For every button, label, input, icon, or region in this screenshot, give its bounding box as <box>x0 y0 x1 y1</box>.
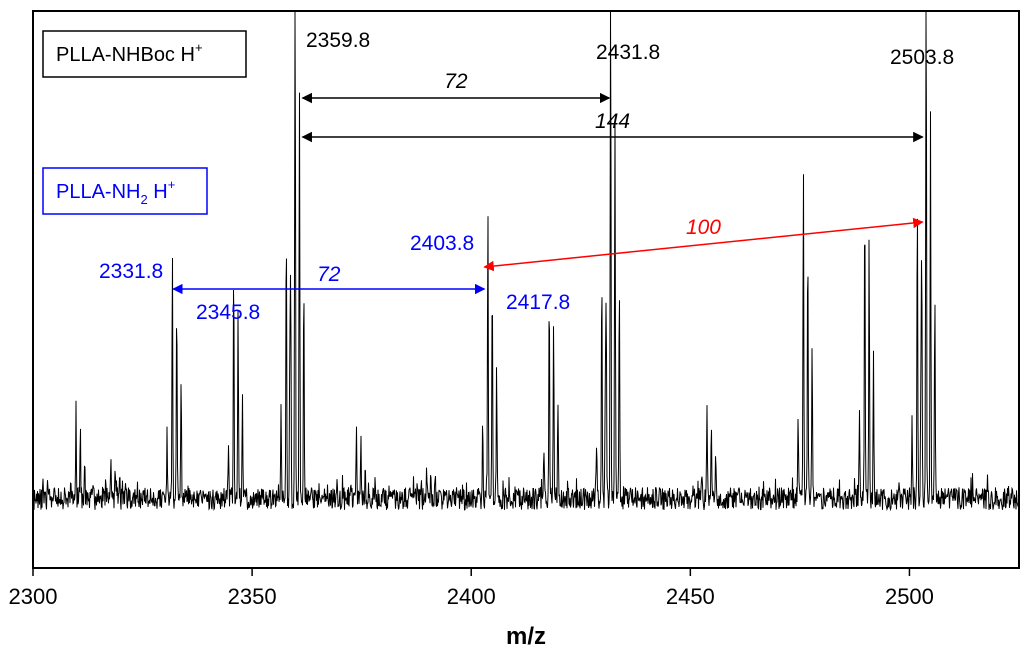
legend-entry-tail: H <box>148 181 168 203</box>
legend-entry-subscript: 2 <box>140 192 147 207</box>
legend-entry-name: PLLA-NHBoc H <box>56 44 195 66</box>
legend-box <box>42 30 247 78</box>
mass-difference-label: 72 <box>317 263 341 286</box>
x-tick-label: 2350 <box>228 584 277 609</box>
mass-difference-label: 72 <box>444 70 468 93</box>
legend-entry-name: PLLA-NH <box>56 181 140 203</box>
peak-label: 2503.8 <box>890 46 954 69</box>
peak-label: 2359.8 <box>306 29 370 52</box>
spectrum-layer <box>33 11 1019 512</box>
legend-box <box>42 167 208 215</box>
peak-label: 2331.8 <box>99 260 163 283</box>
mass-difference-label: 100 <box>686 216 721 239</box>
legend-entry-superscript: + <box>195 40 203 55</box>
mass-difference-arrow <box>483 217 924 272</box>
spectrum-trace <box>33 11 1019 512</box>
x-axis: 2300 2350 2400 2450 2500 <box>9 568 934 609</box>
x-tick-label: 2300 <box>9 584 58 609</box>
annotation-layer: 2359.8 2431.8 2503.8 2331.8 2345.8 2403.8 2417… <box>99 29 954 324</box>
legend: PLLA-NHBoc H+PLLA-NH2 H+ <box>42 30 247 215</box>
mass-difference-label: 144 <box>595 110 630 133</box>
x-tick-label: 2400 <box>447 584 496 609</box>
peak-label: 2403.8 <box>410 232 474 255</box>
peak-label: 2417.8 <box>506 291 570 314</box>
legend-entry-superscript: + <box>168 177 176 192</box>
peak-label: 2431.8 <box>596 41 660 64</box>
x-tick-label: 2500 <box>885 584 934 609</box>
legend-entry: PLLA-NHBoc H+ <box>56 40 203 66</box>
x-tick-label: 2450 <box>666 584 715 609</box>
peak-label: 2345.8 <box>196 301 260 324</box>
x-axis-title: m/z <box>506 623 546 650</box>
legend-entry: PLLA-NH2 H+ <box>56 177 175 207</box>
